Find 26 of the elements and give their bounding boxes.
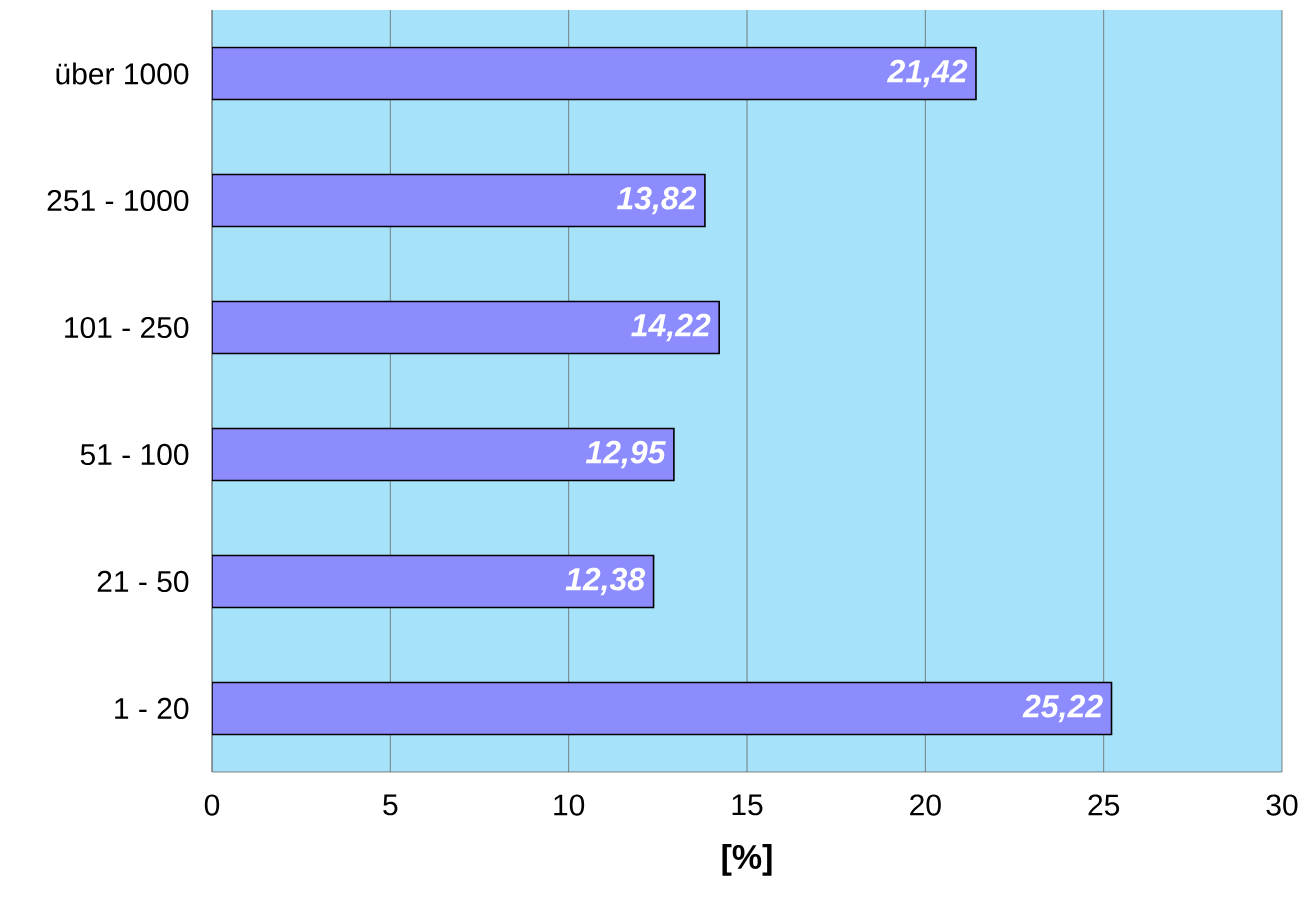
x-axis-title: [%] xyxy=(722,844,772,876)
y-tick-label: 21 - 50 xyxy=(97,570,189,593)
bar xyxy=(212,173,706,228)
y-tick-label: 51 - 100 xyxy=(80,443,189,466)
data-label: 12,38 xyxy=(565,567,646,596)
data-label: 12,95 xyxy=(585,440,666,469)
bar xyxy=(212,554,655,609)
y-tick-label: 1 - 20 xyxy=(115,697,189,720)
data-label: 14,22 xyxy=(631,313,711,342)
bar xyxy=(212,427,675,482)
x-tick-label: 15 xyxy=(732,794,763,816)
bar xyxy=(212,46,977,101)
bar xyxy=(212,681,1113,736)
x-tick-label: 20 xyxy=(910,794,941,816)
y-tick-label: 251 - 1000 xyxy=(47,189,189,212)
data-label: 25,22 xyxy=(1022,694,1103,723)
y-tick-label: über 1000 xyxy=(56,62,189,85)
x-tick-label: 25 xyxy=(1088,794,1120,816)
data-label: 13,82 xyxy=(616,186,697,215)
x-tick-label: 10 xyxy=(554,794,585,816)
x-tick-label: 30 xyxy=(1266,794,1298,816)
bar xyxy=(212,300,720,355)
data-label: 21,42 xyxy=(887,59,968,88)
y-tick-label: 101 - 250 xyxy=(65,316,189,339)
x-tick-label: 5 xyxy=(383,794,398,816)
x-tick-label: 0 xyxy=(204,794,220,816)
